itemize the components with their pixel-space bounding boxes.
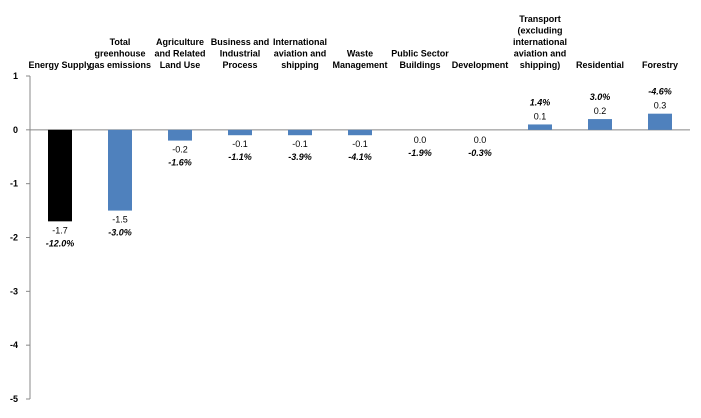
category-label-line: Public Sector	[391, 49, 449, 59]
data-labels: -1.7 -12.0% -1.5 -3.0% -0.2 -1.6% -0.1 -1.1% -0.…	[46, 87, 672, 249]
y-tick-label: -2	[10, 233, 18, 243]
category-labels: Energy Supply Total greenhouse gas emission…	[28, 14, 678, 70]
value-label: -0.2	[172, 145, 188, 155]
percent-label: 1.4%	[530, 97, 551, 107]
percent-label: -1.6%	[168, 158, 192, 168]
category-label-line: Land Use	[160, 60, 201, 70]
category-label-line: Total	[110, 37, 131, 47]
category-label-line: International	[273, 37, 327, 47]
y-tick-label: -3	[10, 286, 18, 296]
y-tick-label: 0	[13, 125, 18, 135]
category-label-line: Business and	[211, 37, 270, 47]
category-label-line: Energy Supply	[28, 60, 91, 70]
category-label: Total greenhouse gas emissions	[89, 37, 151, 70]
category-label: Forestry	[642, 60, 678, 70]
category-label-line: aviation and	[274, 49, 327, 59]
category-label: Development	[452, 60, 509, 70]
value-label: 0.0	[474, 135, 487, 145]
category-label-line: Residential	[576, 60, 624, 70]
bar	[168, 129, 192, 141]
percent-label: -4.6%	[648, 87, 672, 97]
category-label-line: and Related	[154, 49, 205, 59]
category-label: Residential	[576, 60, 624, 70]
bar	[528, 124, 552, 130]
value-label: -0.1	[352, 139, 368, 149]
y-tick-label: -4	[10, 340, 18, 350]
value-label: -0.1	[292, 139, 308, 149]
category-label: Waste Management	[332, 49, 387, 71]
value-label: -1.5	[112, 215, 128, 225]
category-label-line: Waste	[347, 49, 373, 59]
bar	[228, 129, 252, 136]
bar	[348, 129, 372, 136]
percent-label: -3.9%	[288, 152, 312, 162]
y-tick-label: 1	[13, 71, 18, 81]
category-label: Public Sector Buildings	[391, 49, 449, 71]
percent-label: 3.0%	[590, 92, 611, 102]
value-label: -1.7	[52, 225, 68, 235]
category-label: Energy Supply	[28, 60, 91, 70]
percent-label: -3.0%	[108, 228, 132, 238]
category-label-line: Agriculture	[156, 37, 204, 47]
category-label-line: Development	[452, 60, 509, 70]
category-label-line: shipping)	[520, 60, 561, 70]
percent-label: -0.3%	[468, 148, 492, 158]
category-label-line: Industrial	[220, 49, 261, 59]
y-tick-label: -1	[10, 179, 18, 189]
category-label-line: Process	[222, 60, 257, 70]
category-label-line: (excluding	[517, 26, 562, 36]
bar	[108, 129, 132, 211]
category-label: Business and Industrial Process	[211, 37, 270, 70]
bar	[588, 119, 612, 130]
percent-label: -4.1%	[348, 152, 372, 162]
category-label-line: Forestry	[642, 60, 678, 70]
percent-label: -1.1%	[228, 152, 252, 162]
category-label-line: shipping	[281, 60, 319, 70]
y-tick-label: -5	[10, 394, 18, 404]
category-label-line: Transport	[519, 14, 561, 24]
bar	[288, 129, 312, 136]
category-label-line: greenhouse	[94, 49, 145, 59]
category-label-line: international	[513, 37, 567, 47]
bars	[48, 113, 672, 222]
category-label-line: gas emissions	[89, 60, 151, 70]
percent-label: -1.9%	[408, 148, 432, 158]
category-label: International aviation and shipping	[273, 37, 327, 70]
value-label: -0.1	[232, 139, 248, 149]
value-label: 0.3	[654, 101, 667, 111]
category-label: Transport (excluding international aviation…	[513, 14, 567, 70]
category-label-line: aviation and	[514, 49, 567, 59]
value-label: 0.1	[534, 111, 547, 121]
category-label: Agriculture and Related Land Use	[154, 37, 205, 70]
value-label: 0.2	[594, 106, 607, 116]
value-label: 0.0	[414, 135, 427, 145]
category-label-line: Buildings	[400, 60, 441, 70]
bar	[48, 129, 72, 222]
percent-label: -12.0%	[46, 238, 75, 248]
bar	[648, 113, 672, 130]
category-label-line: Management	[332, 60, 387, 70]
